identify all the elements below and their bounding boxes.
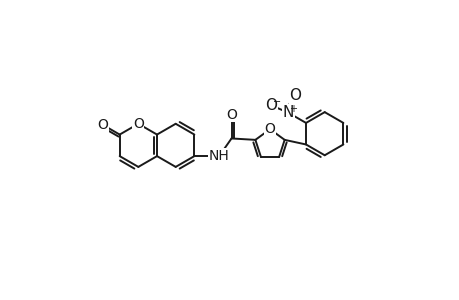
Text: O: O xyxy=(133,117,144,131)
Text: O: O xyxy=(225,108,236,122)
Text: O: O xyxy=(264,122,275,136)
Text: NH: NH xyxy=(208,149,229,163)
Text: O: O xyxy=(265,98,277,113)
Text: O: O xyxy=(97,118,108,132)
Text: +: + xyxy=(288,104,296,114)
Text: O: O xyxy=(289,88,301,103)
Text: −: − xyxy=(272,97,280,107)
Text: N: N xyxy=(282,105,293,120)
